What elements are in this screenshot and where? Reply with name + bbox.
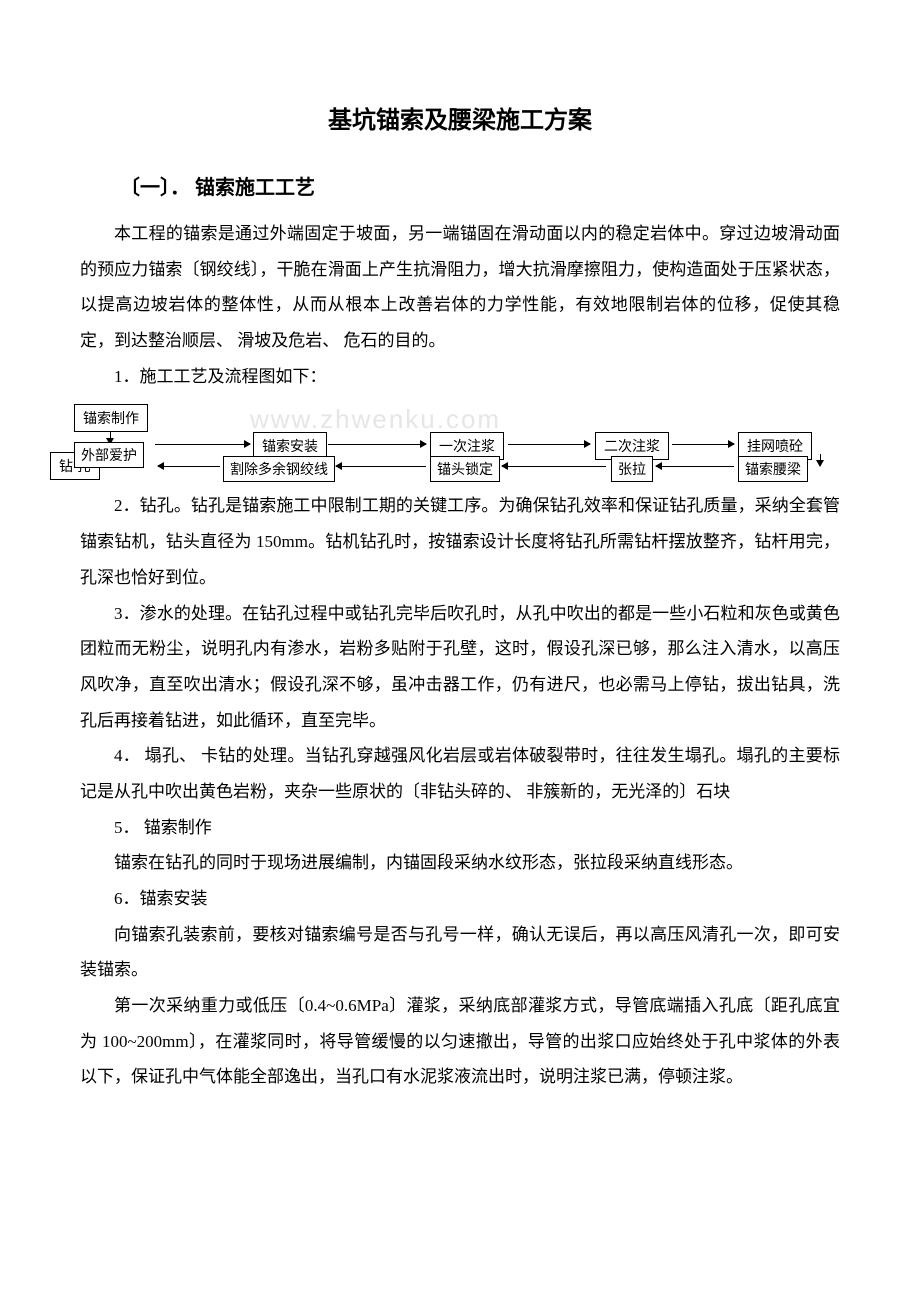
para-seepage: 3．渗水的处理。在钻孔过程中或钻孔完毕后吹孔时，从孔中吹出的都是一些小石粒和灰色… [80,596,840,739]
arrow-h5 [656,466,734,467]
flowchart: www.zhwenku.com 锚索制作 钻 孔 外部爱护 锚索安装 割除多余钢… [60,404,820,484]
arrow-h8 [158,466,220,467]
para-make-head: 5． 锚索制作 [80,810,840,846]
document-title: 基坑锚索及腰梁施工方案 [80,100,840,135]
flow-node-external-protect: 外部爱护 [74,442,144,468]
arrow-h6 [502,466,606,467]
intro-paragraph: 本工程的锚索是通过外端固定于坡面，另一端锚固在滑动面以内的稳定岩体中。穿过边坡滑… [80,216,840,359]
para-make-body: 锚索在钻孔的同时于现场进展编制，内锚固段采纳水纹形态，张拉段采纳直线形态。 [80,845,840,881]
section-1-heading: 〔一〕． 锚索施工工艺 [80,171,840,200]
para-grouting: 第一次采纳重力或低压〔0.4~0.6MPa〕灌浆，采纳底部灌浆方式，导管底端插入… [80,988,840,1095]
flow-node-waist-beam: 锚索腰梁 [738,456,808,482]
flow-node-cut-strand: 割除多余钢绞线 [223,456,335,482]
flow-node-lock-head: 锚头锁定 [430,456,500,482]
para-drilling: 2．钻孔。钻孔是锚索施工中限制工期的关键工序。为确保钻孔效率和保证钻孔质量，采纳… [80,488,840,595]
arrow-h3 [508,444,590,445]
para-collapse: 4． 塌孔、 卡钻的处理。当钻孔穿越强风化岩层或岩体破裂带时，往往发生塌孔。塌孔… [80,738,840,809]
process-head: 1．施工工艺及流程图如下： [80,359,840,395]
arrow-h7 [336,466,426,467]
para-install-head: 6．锚索安装 [80,881,840,917]
para-install-body: 向锚索孔装索前，要核对锚索编号是否与孔号一样，确认无误后，再以高压风清孔一次，即… [80,917,840,988]
flow-node-anchor-make: 锚索制作 [74,404,148,432]
arrow-h4 [672,444,734,445]
arrow-h1 [155,444,250,445]
flow-node-tension: 张拉 [611,456,653,482]
watermark-text: www.zhwenku.com [250,404,501,435]
arrow-h2 [328,444,426,445]
arrow-v2 [820,454,821,466]
